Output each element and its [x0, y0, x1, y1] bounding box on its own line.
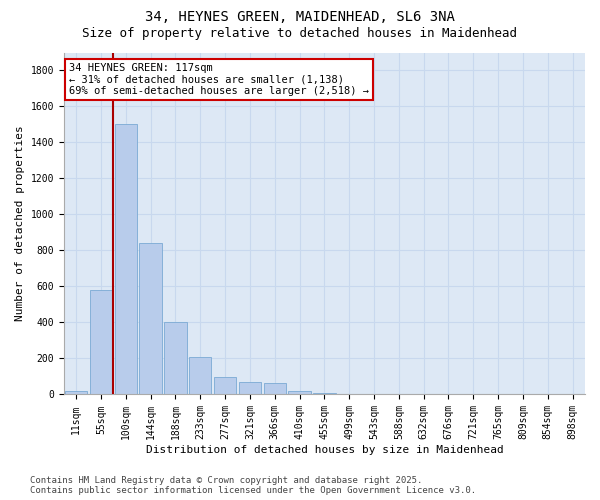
Bar — [263, 383, 286, 394]
Bar — [289, 391, 311, 394]
Bar — [164, 322, 187, 394]
Text: Contains HM Land Registry data © Crown copyright and database right 2025.
Contai: Contains HM Land Registry data © Crown c… — [30, 476, 476, 495]
Text: 34, HEYNES GREEN, MAIDENHEAD, SL6 3NA: 34, HEYNES GREEN, MAIDENHEAD, SL6 3NA — [145, 10, 455, 24]
X-axis label: Distribution of detached houses by size in Maidenhead: Distribution of detached houses by size … — [146, 445, 503, 455]
Text: Size of property relative to detached houses in Maidenhead: Size of property relative to detached ho… — [83, 28, 517, 40]
Bar — [214, 378, 236, 394]
Bar — [65, 391, 88, 394]
Text: 34 HEYNES GREEN: 117sqm
← 31% of detached houses are smaller (1,138)
69% of semi: 34 HEYNES GREEN: 117sqm ← 31% of detache… — [69, 63, 369, 96]
Bar — [115, 124, 137, 394]
Y-axis label: Number of detached properties: Number of detached properties — [15, 126, 25, 322]
Bar — [313, 392, 335, 394]
Bar — [239, 382, 261, 394]
Bar — [139, 244, 162, 394]
Bar — [90, 290, 112, 395]
Bar — [189, 356, 211, 395]
